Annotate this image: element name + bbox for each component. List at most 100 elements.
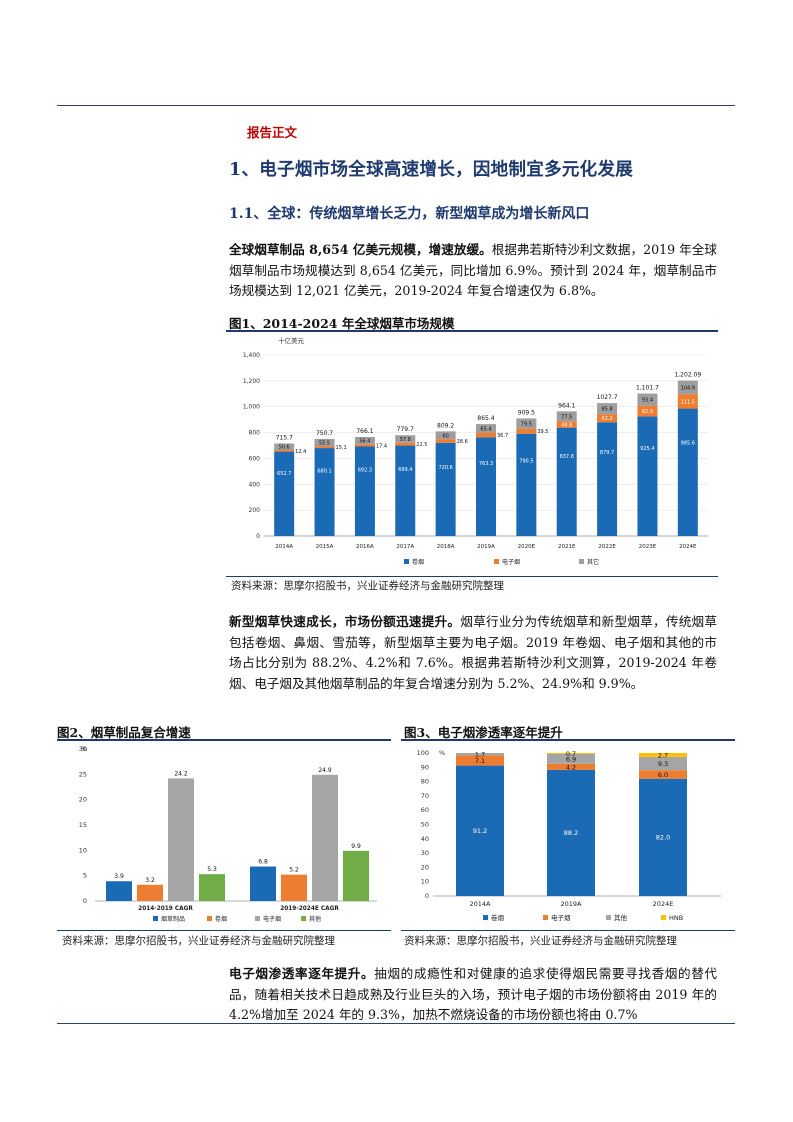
data-label-ecig: 22.5 [416, 442, 427, 448]
bar-other [199, 874, 225, 901]
x-tick-label: 2019A [477, 544, 495, 550]
bar-ecig [354, 444, 375, 447]
data-label-other: 104.9 [681, 385, 695, 391]
x-tick-label: 2018A [437, 544, 455, 550]
paragraph-1-lead: 全球烟草制品 8,654 亿美元规模，增速放缓。 [229, 242, 492, 257]
y-tick-label: 90 [421, 763, 429, 771]
data-label: 3.2 [145, 877, 155, 884]
y-tick-label: 50 [421, 821, 429, 829]
bar-ecig [516, 428, 537, 434]
y-tick-label: 1,200 [243, 378, 260, 385]
data-label-total: 909.5 [518, 409, 535, 416]
legend-label: 其它 [587, 558, 599, 566]
data-label-total: 964.1 [558, 402, 575, 409]
data-label-ecig: 17.4 [376, 443, 387, 449]
paragraph-2: 新型烟草快速成长，市场份额迅速提升。烟草行业分为传统烟草和新型烟草，传统烟草包括… [229, 612, 717, 694]
legend-label: 其他 [309, 915, 321, 923]
data-label: 1.7 [475, 751, 485, 759]
bar-other [456, 753, 504, 756]
bar-ecig [677, 394, 698, 409]
y-tick-label: 600 [249, 455, 261, 462]
bar-ecig [168, 778, 194, 901]
heading-2: 1.1、全球：传统烟草增长乏力，新型烟草成为增长新风口 [229, 206, 590, 222]
y-tick-label: 1,400 [243, 352, 260, 359]
bar-ecig [637, 405, 658, 417]
x-tick-label: 2022E [598, 544, 616, 550]
data-label: 2.7 [658, 751, 668, 759]
data-label: 9.9 [351, 843, 361, 850]
data-label-cigarette: 985.6 [681, 440, 695, 446]
y-tick-label: 20 [79, 796, 87, 804]
y-tick-label: 400 [249, 481, 261, 488]
bar-cigarette [456, 765, 504, 896]
legend-label: 其他 [614, 913, 628, 922]
y-tick-label: 0 [425, 892, 429, 900]
figure-3-title: 图3、电子烟渗透率逐年提升 [404, 725, 563, 740]
data-label-cigarette: 652.7 [277, 471, 291, 477]
legend-label: 电子烟 [551, 913, 571, 922]
x-tick-label: 2017A [396, 544, 414, 550]
data-label-cigarette: 699.4 [398, 467, 412, 473]
data-label: 6.8 [258, 859, 268, 866]
bar-ecig [395, 442, 416, 446]
data-label-total: 750.7 [316, 430, 333, 437]
data-label-total: 865.4 [477, 415, 494, 422]
data-label-total: 809.2 [437, 422, 454, 429]
legend-label: 电子烟 [263, 915, 281, 923]
bar-other [343, 850, 369, 901]
y-tick-label: 40 [421, 835, 429, 843]
y-tick-label: 5 [83, 872, 87, 880]
figure-1-source: 资料来源：思摩尔招股书，兴业证券经济与金融研究院整理 [231, 580, 504, 592]
data-label: 5.2 [289, 867, 299, 874]
y-tick-label: 800 [249, 430, 261, 437]
data-label: 3.9 [114, 873, 124, 880]
bar-cigarette [274, 451, 295, 536]
y-tick-label: 10 [79, 846, 87, 854]
data-label-total: 715.7 [276, 434, 293, 441]
y-tick-label: 10 [421, 878, 429, 886]
legend-swatch [404, 559, 409, 564]
x-tick-label: 2015A [316, 544, 334, 550]
y-tick-label: 20 [421, 863, 429, 871]
data-label-total: 1,101.7 [636, 385, 659, 392]
data-label-total: 766.1 [356, 428, 373, 435]
data-label-ecig: 15.1 [336, 445, 347, 451]
y-tick-label: 15 [79, 821, 87, 829]
data-label-other: 79.5 [521, 422, 532, 428]
x-tick-label: 2014A [470, 900, 492, 908]
bar-cigarette [597, 422, 618, 536]
bar-other [677, 380, 698, 395]
data-label-other: 55.5 [319, 441, 330, 447]
bar-hnb [547, 753, 595, 755]
data-label-total: 1027.7 [597, 394, 618, 401]
legend-swatch [579, 559, 584, 564]
data-label-cigarette: 925.4 [640, 446, 654, 452]
data-label-cigarette: 879.7 [600, 450, 614, 456]
data-label-cigarette: 837.8 [560, 454, 574, 460]
data-label-other: 65.4 [480, 426, 491, 432]
bar-tobacco [250, 866, 276, 901]
bar-ecig [476, 432, 496, 438]
data-label: 91.2 [473, 827, 487, 835]
x-tick-label: 2024E [653, 900, 674, 908]
legend-label: 烟草制品 [161, 915, 185, 923]
y-tick-label: 0 [83, 897, 87, 905]
legend-label: HNB [669, 914, 683, 922]
data-label: 9.3 [658, 760, 668, 768]
bar-ecig [556, 421, 577, 428]
legend-swatch [301, 916, 306, 921]
x-tick-label: 2021E [558, 544, 576, 550]
paragraph-3: 电子烟渗透率逐年提升。抽烟的成瘾性和对健康的追求使得烟民需要寻找香烟的替代品，随… [229, 964, 717, 1026]
legend-swatch [494, 559, 499, 564]
y-tick-label: 60 [421, 806, 429, 814]
y-tick-label: 100 [417, 749, 429, 757]
bar-other [516, 418, 537, 429]
data-label: 6.9 [566, 755, 576, 763]
data-label-ecig: 39.5 [537, 429, 548, 435]
bar-other [395, 435, 416, 443]
bar-ecig [547, 763, 595, 770]
bar-cigarette [314, 448, 335, 536]
x-tick-label: 2023E [639, 544, 657, 550]
data-label-cigarette: 680.1 [317, 469, 331, 475]
x-tick-label: 2019A [561, 900, 583, 908]
